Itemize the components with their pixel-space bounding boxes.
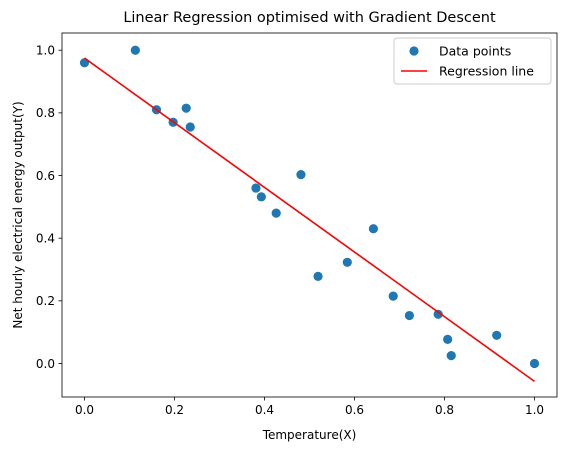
plot-area: [62, 33, 557, 397]
x-tick-label: 0.6: [345, 403, 364, 417]
y-tick-label: 1.0: [36, 44, 55, 58]
y-tick-label: 0.6: [36, 169, 55, 183]
data-point: [296, 170, 305, 179]
data-point: [182, 104, 191, 113]
y-tick-label: 0.2: [36, 294, 55, 308]
x-tick-label: 0.2: [165, 403, 184, 417]
x-tick-label: 0.8: [435, 403, 454, 417]
data-point: [257, 192, 266, 201]
y-tick-label: 0.4: [36, 231, 55, 245]
x-tick-label: 0.0: [75, 403, 94, 417]
data-point: [343, 258, 352, 267]
data-point: [405, 311, 414, 320]
data-point: [389, 292, 398, 301]
y-tick-label: 0.0: [36, 357, 55, 371]
data-point: [131, 46, 140, 55]
y-axis-label: Net hourly electrical energy output(Y): [11, 101, 25, 328]
x-tick-label: 1.0: [525, 403, 544, 417]
data-point: [492, 331, 501, 340]
legend-marker: [409, 46, 418, 55]
data-point: [313, 272, 322, 281]
legend-label: Data points: [439, 44, 511, 59]
legend: Data points Regression line: [394, 38, 551, 84]
data-point: [369, 224, 378, 233]
x-axis-label: Temperature(X): [262, 428, 357, 442]
data-point: [443, 335, 452, 344]
x-tick-label: 0.4: [255, 403, 274, 417]
data-point: [447, 351, 456, 360]
data-point: [530, 359, 539, 368]
data-point: [272, 209, 281, 218]
data-point: [186, 122, 195, 131]
y-tick-label: 0.8: [36, 106, 55, 120]
legend-label: Regression line: [439, 64, 534, 79]
chart-title: Linear Regression optimised with Gradien…: [123, 10, 496, 26]
data-point: [251, 183, 260, 192]
